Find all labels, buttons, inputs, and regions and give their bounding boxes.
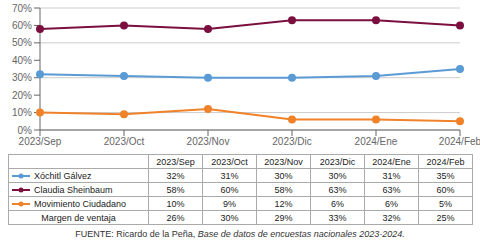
html-text:35%: 35% (436, 170, 455, 181)
svg-text:2023/Sep: 2023/Sep (19, 136, 62, 147)
html-text:60%: 60% (220, 184, 239, 195)
svg-text:10%: 10% (12, 107, 32, 118)
html-text:32%: 32% (382, 212, 401, 223)
svg-text:70%: 70% (12, 3, 32, 14)
html-text:2023/Dic: 2023/Dic (319, 156, 356, 167)
svg-text:2023/Dic: 2023/Dic (272, 136, 311, 147)
html-text:2023/Sep: 2023/Sep (156, 156, 195, 167)
html-text:29%: 29% (274, 212, 293, 223)
html-text:6%: 6% (385, 198, 398, 209)
svg-text:60%: 60% (12, 20, 32, 31)
html-text:Claudia Sheinbaum: Claudia Sheinbaum (34, 184, 113, 195)
html-text:2023/Nov: 2023/Nov (264, 156, 303, 167)
svg-text:50%: 50% (12, 37, 32, 48)
html-text:30%: 30% (220, 212, 239, 223)
svg-text:2023/Oct: 2023/Oct (104, 136, 145, 147)
html-text:33%: 33% (328, 212, 347, 223)
html-text:63%: 63% (382, 184, 401, 195)
html-text:Margen de ventaja: Margen de ventaja (41, 212, 116, 223)
html-text:30%: 30% (274, 170, 293, 181)
html-text:26%: 26% (166, 212, 185, 223)
html-text:2024/Ene: 2024/Ene (372, 156, 411, 167)
html-text:2024/Feb: 2024/Feb (426, 156, 465, 167)
html-text:Xóchitl Gálvez: Xóchitl Gálvez (34, 170, 92, 181)
html-text:31%: 31% (382, 170, 401, 181)
html-text:63%: 63% (328, 184, 347, 195)
svg-text:40%: 40% (12, 55, 32, 66)
html-text:10%: 10% (166, 198, 185, 209)
html-text:6%: 6% (331, 198, 344, 209)
html-text:60%: 60% (436, 184, 455, 195)
html-text:30%: 30% (328, 170, 347, 181)
html-text:25%: 25% (436, 212, 455, 223)
html-text:2023/Oct: 2023/Oct (211, 156, 248, 167)
html-text:FUENTE: Ricardo de la Peña, Ba: FUENTE: Ricardo de la Peña, Base de dato… (75, 229, 405, 239)
html-text:32%: 32% (166, 170, 185, 181)
html-text:5%: 5% (439, 198, 452, 209)
html-text:58%: 58% (166, 184, 185, 195)
svg-text:20%: 20% (12, 90, 32, 101)
html-text:58%: 58% (274, 184, 293, 195)
html-text:12%: 12% (274, 198, 293, 209)
svg-text:0%: 0% (18, 125, 33, 136)
svg-text:2024/Feb: 2024/Feb (439, 136, 472, 147)
html-text:31%: 31% (220, 170, 239, 181)
svg-text:30%: 30% (12, 72, 32, 83)
svg-text:2024/Ene: 2024/Ene (355, 136, 398, 147)
svg-text:2023/Nov: 2023/Nov (187, 136, 230, 147)
html-text:9%: 9% (223, 198, 236, 209)
html-text:Movimiento Ciudadano: Movimiento Ciudadano (34, 198, 127, 209)
